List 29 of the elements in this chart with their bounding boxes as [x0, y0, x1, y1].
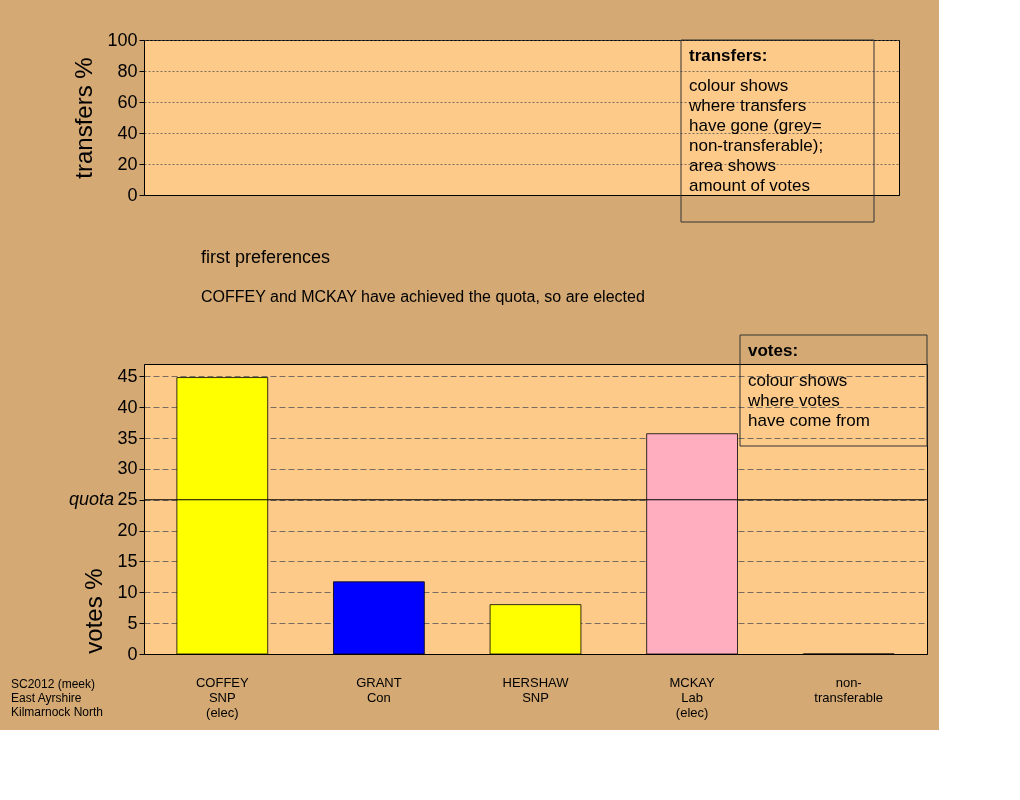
x-tick-label: MCKAY Lab (elec) — [669, 674, 716, 720]
y-tick-label: 15 — [117, 550, 138, 571]
y-tick-label: 45 — [117, 365, 138, 386]
x-tick-label: non- transferable — [814, 674, 884, 705]
y-axis-title: transfers % — [70, 57, 98, 179]
y-tick-label: 30 — [117, 458, 138, 479]
y-tick-label: 20 — [117, 153, 138, 174]
y-tick-label: 0 — [127, 184, 138, 205]
annotation: votes: colour shows where votes have come from — [747, 341, 870, 430]
y-tick-label: 40 — [117, 396, 138, 417]
y-tick-label: 10 — [117, 581, 138, 602]
y-tick-label: 80 — [117, 60, 138, 81]
x-tick-label: COFFEY SNP (elec) — [195, 674, 249, 720]
annotation: transfers: colour shows where transfers have gone (grey= non-transferable); area shows amount of votes — [688, 46, 824, 195]
y-axis-title: votes % — [80, 568, 108, 654]
y-tick-label: 5 — [127, 612, 138, 633]
chart-subtitle: COFFEY and MCKAY have achieved the quota, so are elected — [201, 287, 645, 305]
y-tick-label: 35 — [117, 427, 138, 448]
ref-line-label: quota — [68, 488, 114, 509]
y-tick-label: 60 — [117, 91, 138, 112]
x-tick-label: GRANT Con — [356, 674, 402, 705]
y-tick-label: 25 — [117, 489, 138, 510]
chart-title: first preferences — [201, 246, 331, 267]
y-tick-label: 40 — [117, 122, 138, 143]
y-tick-label: 0 — [127, 643, 138, 664]
y-tick-label: 20 — [117, 520, 138, 541]
text: SC2012 (meek) East Ayrshire Kilmarnock North — [11, 677, 104, 719]
x-tick-label: HERSHAW SNP — [502, 674, 570, 705]
y-tick-label: 100 — [107, 29, 138, 50]
